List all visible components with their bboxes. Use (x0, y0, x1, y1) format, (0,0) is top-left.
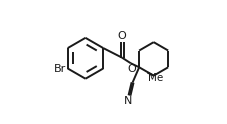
Text: O: O (117, 31, 126, 41)
Text: O: O (126, 64, 135, 74)
Text: N: N (124, 96, 132, 106)
Text: Br: Br (54, 63, 66, 74)
Text: Me: Me (148, 73, 163, 83)
